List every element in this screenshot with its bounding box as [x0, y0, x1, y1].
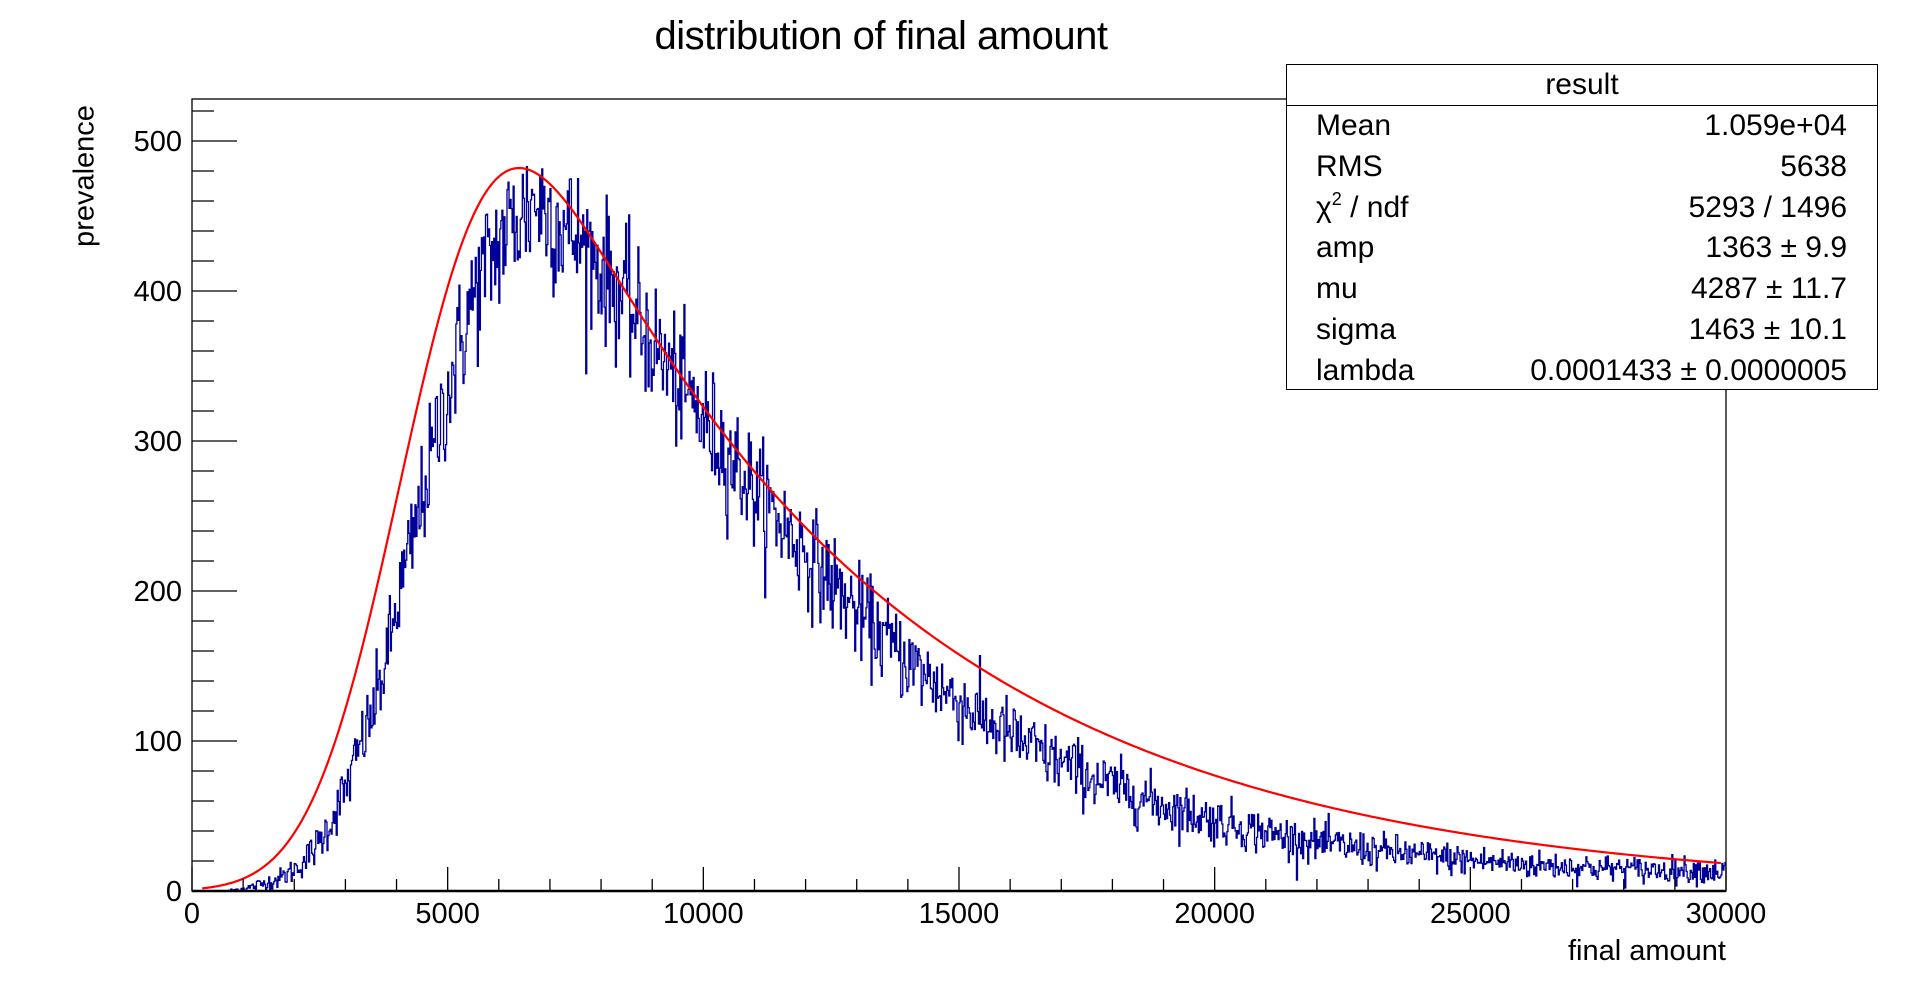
stats-row-chi2: χ2 / ndf 5293 / 1496 — [1287, 188, 1877, 229]
x-tick-label: 30000 — [1686, 898, 1767, 930]
stats-row-amp: amp 1363 ± 9.9 — [1287, 228, 1877, 269]
chi-symbol: χ — [1316, 190, 1332, 224]
stats-label: sigma — [1316, 312, 1397, 346]
stats-value: 1463 ± 10.1 — [1688, 312, 1847, 346]
x-tick-label: 25000 — [1430, 898, 1511, 930]
axes: 0 5000 10000 15000 20000 25000 30000 0 100 200 300… — [134, 98, 1767, 930]
stats-value: 0.0001433 ± 0.0000005 — [1530, 353, 1847, 387]
stats-label: RMS — [1316, 149, 1383, 183]
x-tick-label: 0 — [184, 898, 200, 930]
x-tick-label: 10000 — [663, 898, 744, 930]
y-tick-label: 500 — [134, 126, 182, 158]
x-tick-label: 5000 — [415, 898, 480, 930]
stats-label: Mean — [1316, 109, 1392, 142]
y-tick-label: 0 — [166, 876, 182, 908]
stats-label: χ2 / ndf — [1316, 188, 1408, 228]
x-tick-label: 20000 — [1174, 898, 1255, 930]
y-tick-label: 300 — [134, 426, 182, 458]
histogram-series — [192, 166, 1726, 892]
stats-value: 5293 / 1496 — [1688, 190, 1847, 224]
stats-row-rms: RMS 5638 — [1287, 147, 1877, 188]
stats-value: 4287 ± 11.7 — [1690, 272, 1847, 306]
chi-superscript: 2 — [1331, 188, 1342, 209]
y-tick-label: 400 — [134, 276, 182, 308]
stats-row-mu: mu 4287 ± 11.7 — [1287, 269, 1877, 310]
chart-title: distribution of final amount — [654, 14, 1108, 58]
stats-row-sigma: sigma 1463 ± 10.1 — [1287, 310, 1877, 351]
stats-value: 5638 — [1780, 149, 1847, 183]
stats-label: lambda — [1316, 353, 1415, 387]
stats-value: 1.059e+04 — [1704, 109, 1847, 142]
stats-label: amp — [1316, 231, 1375, 265]
stats-box-title: result — [1287, 65, 1877, 106]
stats-label: mu — [1316, 272, 1358, 306]
stats-box: result Mean 1.059e+04 RMS 5638 χ2 / ndf … — [1286, 64, 1878, 390]
stats-row-lambda: lambda 0.0001433 ± 0.0000005 — [1287, 351, 1877, 392]
y-axis-title: prevalence — [68, 105, 101, 247]
fit-series — [202, 166, 1721, 890]
fit-curve — [202, 166, 1721, 890]
y-tick-label: 200 — [134, 576, 182, 608]
x-axis-title: final amount — [1568, 935, 1726, 967]
y-tick-label: 100 — [134, 726, 182, 758]
histogram-line — [192, 166, 1726, 892]
x-tick-label: 15000 — [919, 898, 1000, 930]
stats-row-mean: Mean 1.059e+04 — [1287, 106, 1877, 147]
stats-value: 1363 ± 9.9 — [1705, 231, 1847, 265]
chi-suffix: / ndf — [1341, 190, 1409, 224]
